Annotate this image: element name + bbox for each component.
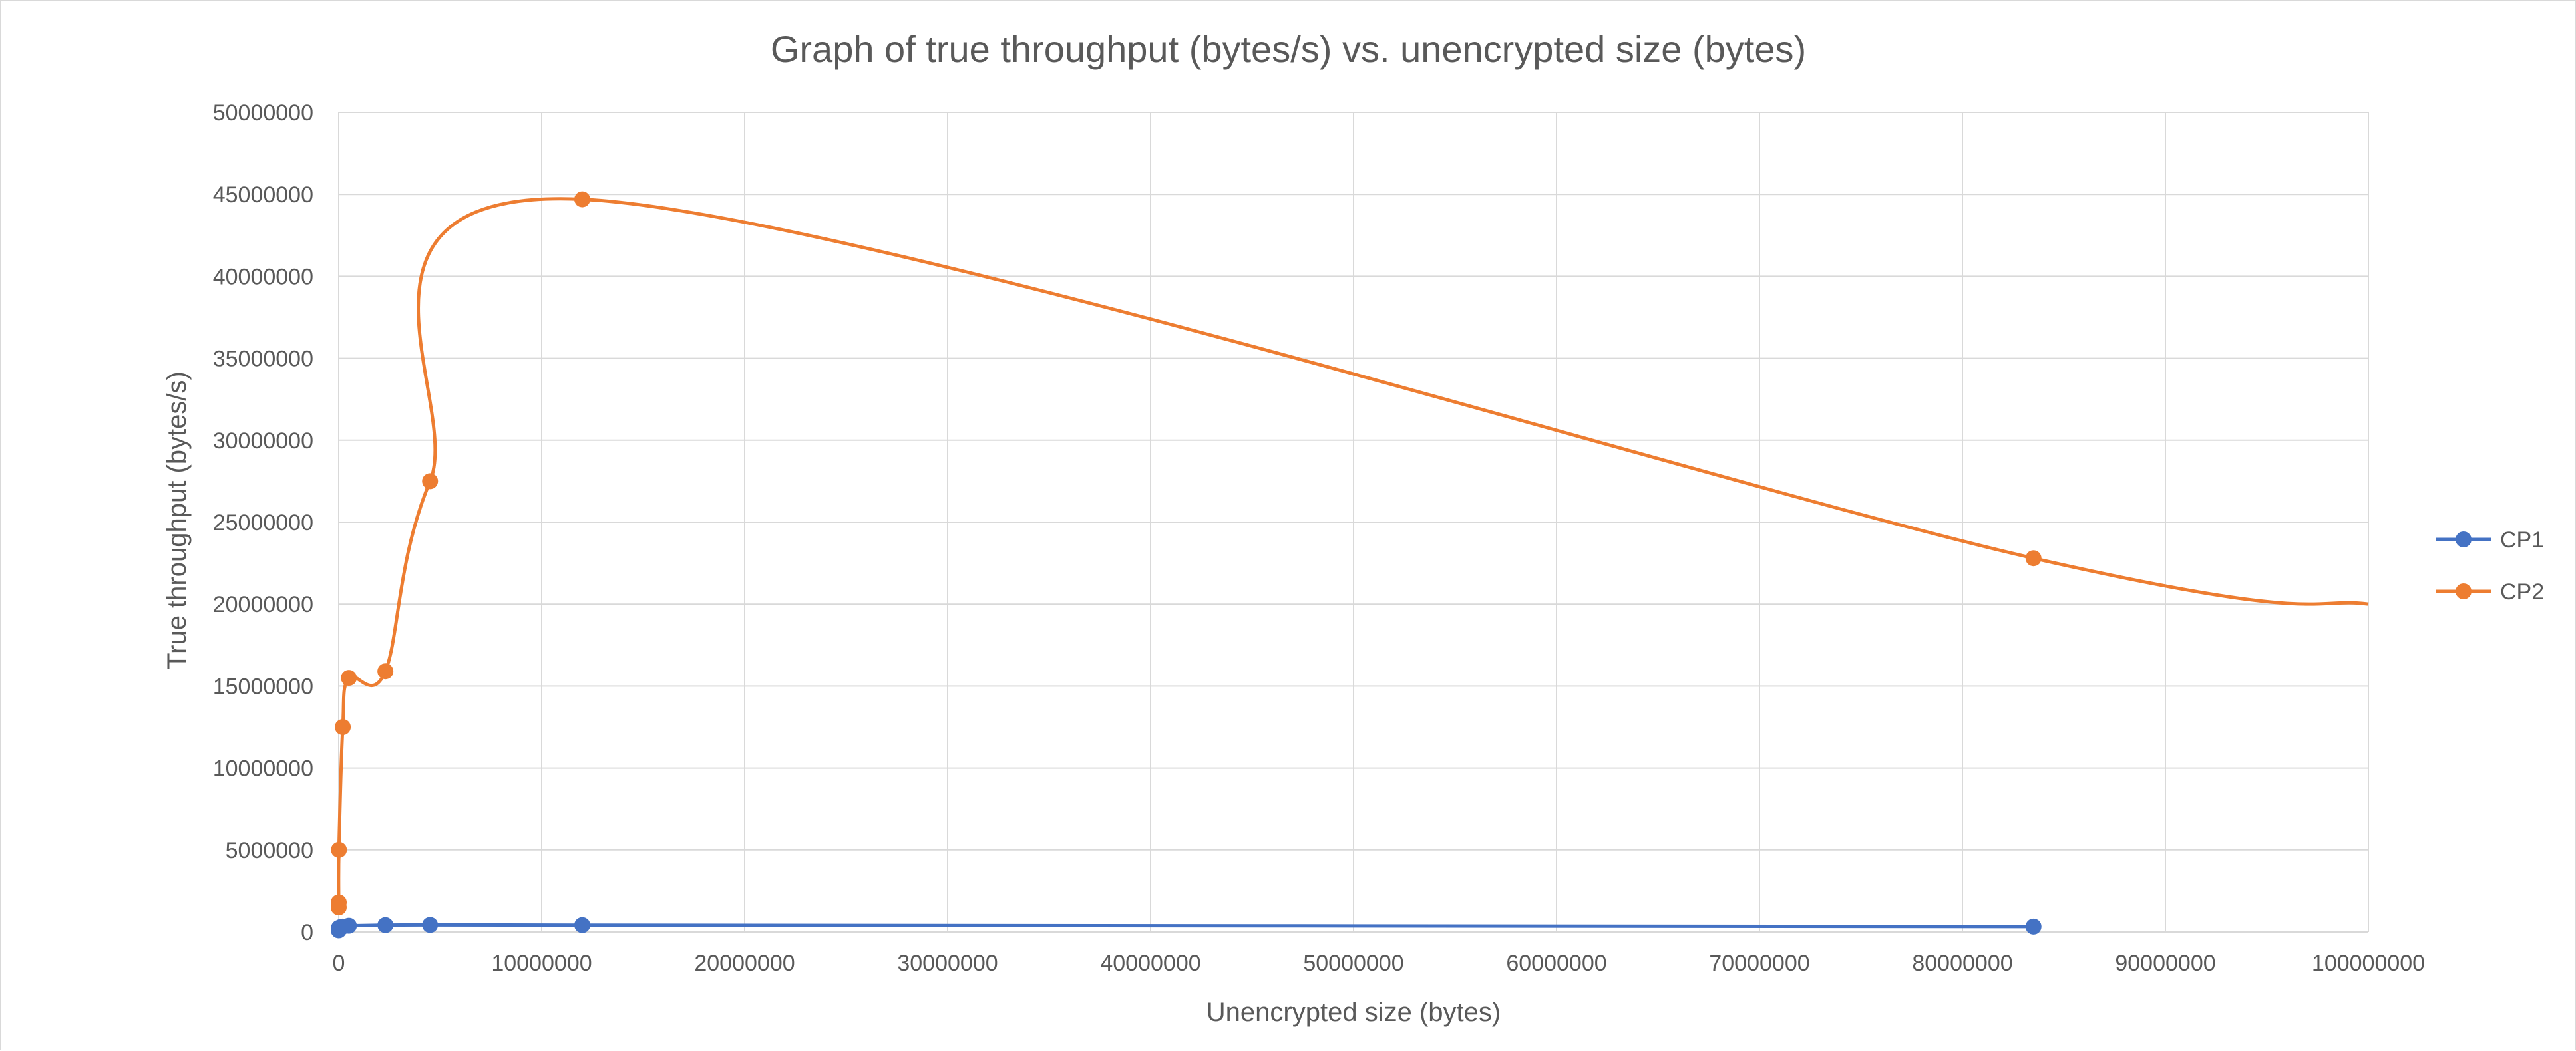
data-point (377, 663, 394, 680)
x-tick-label: 30000000 (897, 951, 998, 976)
series-cp1 (331, 917, 2042, 939)
x-tick-label: 80000000 (1912, 951, 2012, 976)
x-tick-label: 90000000 (2115, 951, 2215, 976)
data-point (422, 473, 439, 490)
x-tick-label: 40000000 (1100, 951, 1200, 976)
legend-item-cp1: CP1 (2436, 527, 2544, 553)
series-cp2 (331, 191, 2369, 916)
y-tick-label: 15000000 (213, 674, 313, 699)
legend-swatch-marker (2456, 531, 2472, 547)
data-point (2025, 918, 2042, 935)
y-tick-label: 30000000 (213, 428, 313, 454)
data-point (331, 841, 347, 858)
y-tick-label: 40000000 (213, 264, 313, 289)
y-tick-label: 5000000 (226, 838, 313, 863)
y-axis-tick-labels: 0 5000000 10000000 15000000 20000000 25000000… (213, 100, 313, 945)
legend-label: CP2 (2500, 579, 2544, 605)
legend: CP1 CP2 (2436, 527, 2544, 605)
x-axis-title: Unencrypted size (bytes) (1206, 998, 1501, 1027)
y-tick-label: 0 (301, 920, 313, 945)
series-layer (331, 191, 2369, 939)
data-point (341, 917, 357, 934)
x-tick-label: 60000000 (1506, 951, 1606, 976)
legend-swatch-marker (2456, 583, 2472, 599)
x-tick-label: 50000000 (1303, 951, 1403, 976)
data-point (377, 917, 394, 933)
data-point (422, 917, 439, 933)
chart-title: Graph of true throughput (bytes/s) vs. u… (771, 28, 1806, 70)
y-axis-title: True throughput (bytes/s) (162, 371, 192, 669)
data-point (2025, 550, 2042, 567)
x-tick-label: 100000000 (2312, 951, 2425, 976)
grid (338, 112, 2369, 933)
y-tick-label: 35000000 (213, 347, 313, 372)
data-point (574, 191, 590, 208)
y-tick-label: 45000000 (213, 182, 313, 208)
data-point (335, 719, 351, 735)
x-tick-label: 70000000 (1709, 951, 1809, 976)
x-tick-label: 0 (333, 951, 345, 976)
data-point (331, 894, 347, 911)
series-line-cp2 (337, 197, 2369, 910)
y-tick-label: 10000000 (213, 756, 313, 782)
legend-item-cp2: CP2 (2436, 579, 2544, 605)
y-tick-label: 25000000 (213, 510, 313, 535)
series-line-cp1 (337, 923, 2034, 931)
x-tick-label: 20000000 (694, 951, 795, 976)
y-tick-label: 50000000 (213, 100, 313, 126)
x-tick-label: 10000000 (491, 951, 592, 976)
data-point (341, 670, 357, 686)
data-point (574, 917, 590, 933)
x-axis-tick-labels: 0 10000000 20000000 30000000 40000000 5000000… (333, 951, 2426, 976)
legend-label: CP1 (2500, 527, 2544, 553)
y-tick-label: 20000000 (213, 592, 313, 617)
